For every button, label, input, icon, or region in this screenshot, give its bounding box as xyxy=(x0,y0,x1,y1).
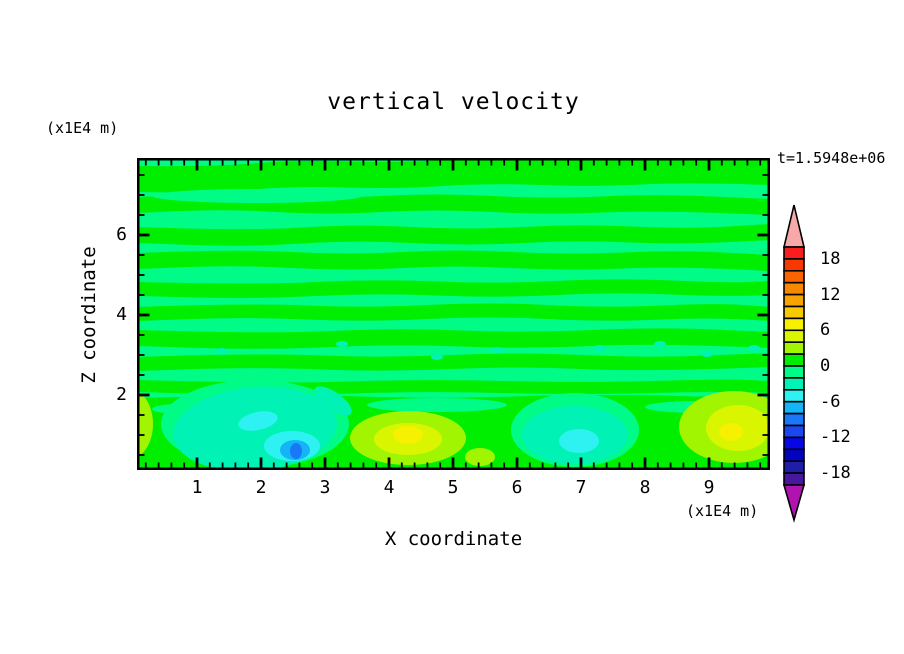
colorbar-cell xyxy=(783,246,805,260)
colorbar-tick-label: 6 xyxy=(820,320,831,341)
colorbar-cell xyxy=(783,424,805,439)
chart-title: vertical velocity xyxy=(327,89,580,115)
x-tick-label: 2 xyxy=(255,477,267,498)
contour-band xyxy=(137,224,770,246)
colorbar-tick-label: -6 xyxy=(820,391,841,412)
contour-band xyxy=(137,279,770,298)
colorbar-tick-label: -12 xyxy=(820,427,851,448)
contour-region xyxy=(216,348,228,354)
colorbar-cell xyxy=(783,436,805,451)
contour-plot xyxy=(137,158,770,470)
contour-region xyxy=(393,426,423,444)
colorbar-cell xyxy=(783,472,805,486)
colorbar-cell xyxy=(783,329,805,344)
plot-frame xyxy=(137,158,770,470)
x-tick-label: 8 xyxy=(639,477,651,498)
colorbar-cell xyxy=(783,353,805,367)
x-tick-label: 9 xyxy=(703,477,715,498)
x-tick-label: 4 xyxy=(383,477,395,498)
contour-region xyxy=(367,398,507,412)
contour-band xyxy=(137,328,770,349)
colorbar-bottom-arrow xyxy=(782,484,806,523)
contour-region xyxy=(431,354,443,360)
contour-region xyxy=(137,391,153,457)
colorbar-cell xyxy=(783,377,805,391)
colorbar-tick-label: -18 xyxy=(820,463,851,484)
y-tick-label: 4 xyxy=(116,304,127,325)
contour-region xyxy=(748,345,760,351)
x-tick-label: 6 xyxy=(511,477,523,498)
contour-region xyxy=(314,386,352,416)
contour-region xyxy=(559,429,599,453)
colorbar-cell xyxy=(783,389,805,403)
contour-band xyxy=(137,250,770,271)
contour-band xyxy=(137,353,770,371)
colorbar-cell xyxy=(783,305,805,320)
y-tick-label: 2 xyxy=(116,384,127,405)
contour-region xyxy=(290,443,302,459)
colorbar-tick-label: 0 xyxy=(820,356,831,376)
colorbar-cell xyxy=(783,412,805,427)
colorbar-cell xyxy=(783,400,805,415)
x-tick-label: 5 xyxy=(447,477,459,498)
x-axis-unit-label: (x1E4 m) xyxy=(686,502,759,520)
x-axis-title: X coordinate xyxy=(384,528,523,550)
colorbar-cell xyxy=(783,448,805,463)
contour-region xyxy=(594,345,606,351)
colorbar-top-arrow xyxy=(782,204,806,248)
colorbar-cell xyxy=(783,460,805,474)
colorbar-tick-label: 12 xyxy=(820,284,841,305)
contour-band xyxy=(137,158,770,193)
colorbar xyxy=(782,204,806,523)
colorbar-cell xyxy=(783,258,805,272)
x-tick-label: 7 xyxy=(575,477,587,498)
timestamp-label: t=1.5948e+06 xyxy=(777,149,886,167)
colorbar-cell xyxy=(783,365,805,379)
contour-region xyxy=(654,341,666,347)
contour-region xyxy=(336,341,348,347)
contour-region xyxy=(238,411,278,431)
colorbar-cell xyxy=(783,317,805,332)
contour-region xyxy=(491,347,503,353)
contour-band xyxy=(137,303,770,321)
x-tick-label: 1 xyxy=(191,477,203,498)
colorbar-cell xyxy=(783,293,805,308)
colorbar-cell xyxy=(783,270,805,284)
y-axis-unit-label: (x1E4 m) xyxy=(46,119,119,137)
contour-region xyxy=(701,351,713,357)
y-tick-label: 6 xyxy=(116,224,127,245)
contour-region xyxy=(719,423,743,441)
contour-region xyxy=(152,189,362,203)
x-tick-label: 3 xyxy=(319,477,331,498)
colorbar-cell xyxy=(783,341,805,355)
colorbar-cell xyxy=(783,281,805,296)
contour-region xyxy=(465,448,495,466)
colorbar-tick-label: 18 xyxy=(820,248,841,269)
